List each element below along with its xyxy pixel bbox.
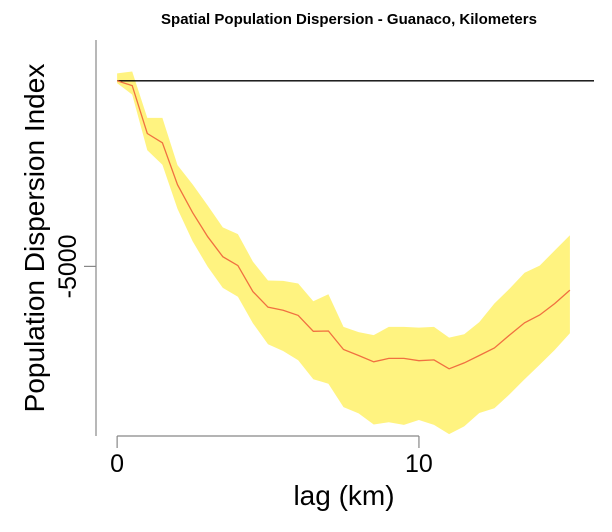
y-axis-label: Population Dispersion Index — [19, 64, 50, 413]
confidence-band — [117, 71, 570, 435]
series-line — [116, 80, 571, 370]
x-tick-label: 10 — [405, 450, 433, 478]
x-axis-label: lag (km) — [293, 480, 394, 511]
y-tick-label: -5000 — [54, 234, 82, 298]
y-ticks: -5000 — [54, 234, 96, 298]
chart-title: Spatial Population Dispersion - Guanaco,… — [161, 11, 537, 28]
x-tick-label: 0 — [110, 450, 124, 478]
x-ticks: 0 10 — [110, 436, 433, 478]
